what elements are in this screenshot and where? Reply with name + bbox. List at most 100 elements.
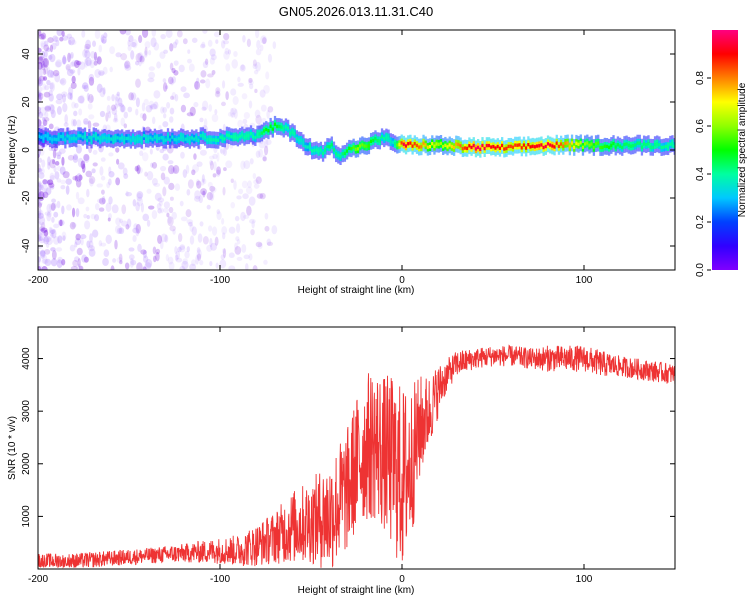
spectrogram-noise-mark (251, 220, 255, 229)
spectrogram-noise-mark (40, 40, 47, 48)
spectrogram-ridge-mark (608, 145, 611, 149)
spectrogram-noise-mark (84, 220, 91, 230)
spectrogram-ridge-mark (424, 143, 427, 147)
spectrogram-noise-mark (136, 192, 143, 202)
spectrogram-noise-mark (88, 176, 96, 185)
spectrogram-ridge-mark (116, 136, 119, 140)
spectrogram-noise-mark (115, 217, 122, 226)
spectrogram-noise-mark (135, 60, 140, 66)
spectrogram-ridge-mark (326, 144, 329, 149)
snr-xlabel: Height of straight line (km) (298, 585, 415, 596)
spectrogram-noise-mark (73, 110, 78, 117)
spectrogram-noise-mark (211, 113, 219, 123)
spectrogram-noise-mark (221, 80, 226, 89)
spectrogram-noise-mark (174, 183, 181, 191)
spectrogram-noise-mark (172, 164, 180, 174)
spectrogram-ridge-mark (120, 136, 124, 140)
spectrogram-noise-mark (188, 63, 195, 73)
spectrogram-noise-mark (142, 255, 149, 263)
spectrogram-noise-mark (167, 165, 175, 175)
spectrogram-ridge-mark (472, 143, 475, 148)
spectrogram-noise-mark (44, 105, 52, 111)
spectrogram-ridge-mark (319, 148, 323, 152)
spectrogram-ridge-mark (647, 141, 650, 146)
spectrogram-noise-mark (137, 52, 144, 62)
spectrogram-noise-mark (151, 30, 157, 37)
spectrogram-noise-mark (44, 249, 51, 255)
spectrogram-noise-mark (41, 258, 49, 264)
spectrogram-noise-mark (101, 196, 106, 205)
spectrogram-noise-mark (74, 102, 79, 109)
spectrogram-noise-mark (42, 76, 48, 81)
colorbar-ticks: 0.0 0.2 0.4 0.6 0.8 (695, 71, 711, 277)
spectrogram-noise-mark (38, 90, 42, 100)
spectrogram-noise-mark (124, 64, 132, 71)
spectrogram-noise-mark (40, 42, 45, 50)
spectrogram-noise-mark (48, 90, 53, 97)
spectrogram-xtick-label: 0 (399, 275, 405, 286)
spectrogram-noise-mark (49, 175, 56, 181)
spectrogram-noise-mark (65, 65, 71, 72)
spectrogram-noise-mark (50, 247, 57, 252)
snr-xtick-label: -200 (28, 574, 48, 585)
spectrogram-noise-mark (178, 64, 185, 73)
spectrogram-noise-mark (168, 206, 174, 214)
spectrogram-noise-mark (247, 180, 252, 189)
spectrogram-ridge-mark (372, 138, 375, 143)
spectrogram-ridge-mark (383, 137, 386, 141)
spectrogram-noise-mark (78, 174, 83, 181)
spectrogram-ridge-mark (634, 143, 637, 147)
spectrogram-noise-mark (83, 120, 89, 125)
spectrogram-noise-mark (242, 118, 248, 125)
spectrogram-noise-mark (249, 83, 254, 90)
spectrogram-noise-mark (257, 242, 263, 250)
spectrogram-noise-mark (68, 53, 74, 60)
spectrogram-noise-mark (84, 50, 91, 59)
spectrogram-ridge-mark (258, 132, 261, 136)
spectrogram-noise-mark (43, 187, 47, 198)
spectrogram-noise-mark (228, 252, 235, 259)
spectrogram-noise-mark (206, 192, 214, 201)
spectrogram-noise-mark (228, 226, 236, 234)
spectrogram-noise-mark (199, 79, 206, 84)
spectrogram-noise-mark (69, 244, 76, 252)
spectrogram-ridge-mark (669, 142, 672, 146)
spectrogram-noise-mark (42, 57, 49, 68)
spectrogram-ridge-mark (158, 136, 161, 141)
spectrogram-noise-mark (55, 152, 62, 157)
spectrogram-noise-mark (259, 192, 266, 200)
spectrogram-noise-mark (212, 153, 218, 160)
spectrogram-ridge-mark (452, 145, 456, 150)
spectrogram-ridge-mark (603, 144, 606, 148)
spectrogram-ridge-mark (297, 138, 301, 142)
spectrogram-noise-mark (65, 185, 70, 195)
snr-marks (38, 344, 675, 569)
spectrogram-ridge-mark (182, 135, 185, 140)
spectrogram-noise-mark (114, 93, 121, 102)
spectrogram-noise-mark (155, 251, 160, 262)
spectrogram-noise-mark (67, 92, 73, 100)
spectrogram-ridge-mark (348, 146, 351, 150)
spectrogram-noise-mark (171, 76, 176, 84)
spectrogram-ridge-mark (225, 133, 229, 137)
spectrogram-noise-mark (195, 178, 200, 186)
spectrogram-noise-mark (42, 83, 47, 91)
spectrogram-noise-mark (42, 117, 46, 127)
spectrogram-noise-mark (61, 258, 66, 266)
spectrogram-noise-mark (132, 227, 140, 234)
spectrogram-noise-mark (180, 151, 185, 159)
spectrogram-ridge-mark (625, 142, 628, 146)
spectrogram-ridge-mark (564, 141, 567, 146)
spectrogram-ridge-mark (203, 135, 207, 139)
spectrogram-ridge-mark (601, 145, 604, 150)
spectrogram-ridge-mark (374, 137, 377, 141)
spectrogram-noise-mark (109, 46, 115, 55)
spectrogram-noise-mark (169, 116, 174, 123)
spectrogram-ridge-mark (153, 135, 157, 139)
spectrogram-noise-mark (180, 86, 187, 93)
snr-ytick-label: 3000 (21, 400, 32, 423)
spectrogram-noise-mark (69, 69, 76, 74)
spectrogram-noise-mark (89, 59, 95, 69)
spectrogram-noise-mark (133, 223, 138, 230)
spectrogram-noise-mark (147, 205, 155, 210)
